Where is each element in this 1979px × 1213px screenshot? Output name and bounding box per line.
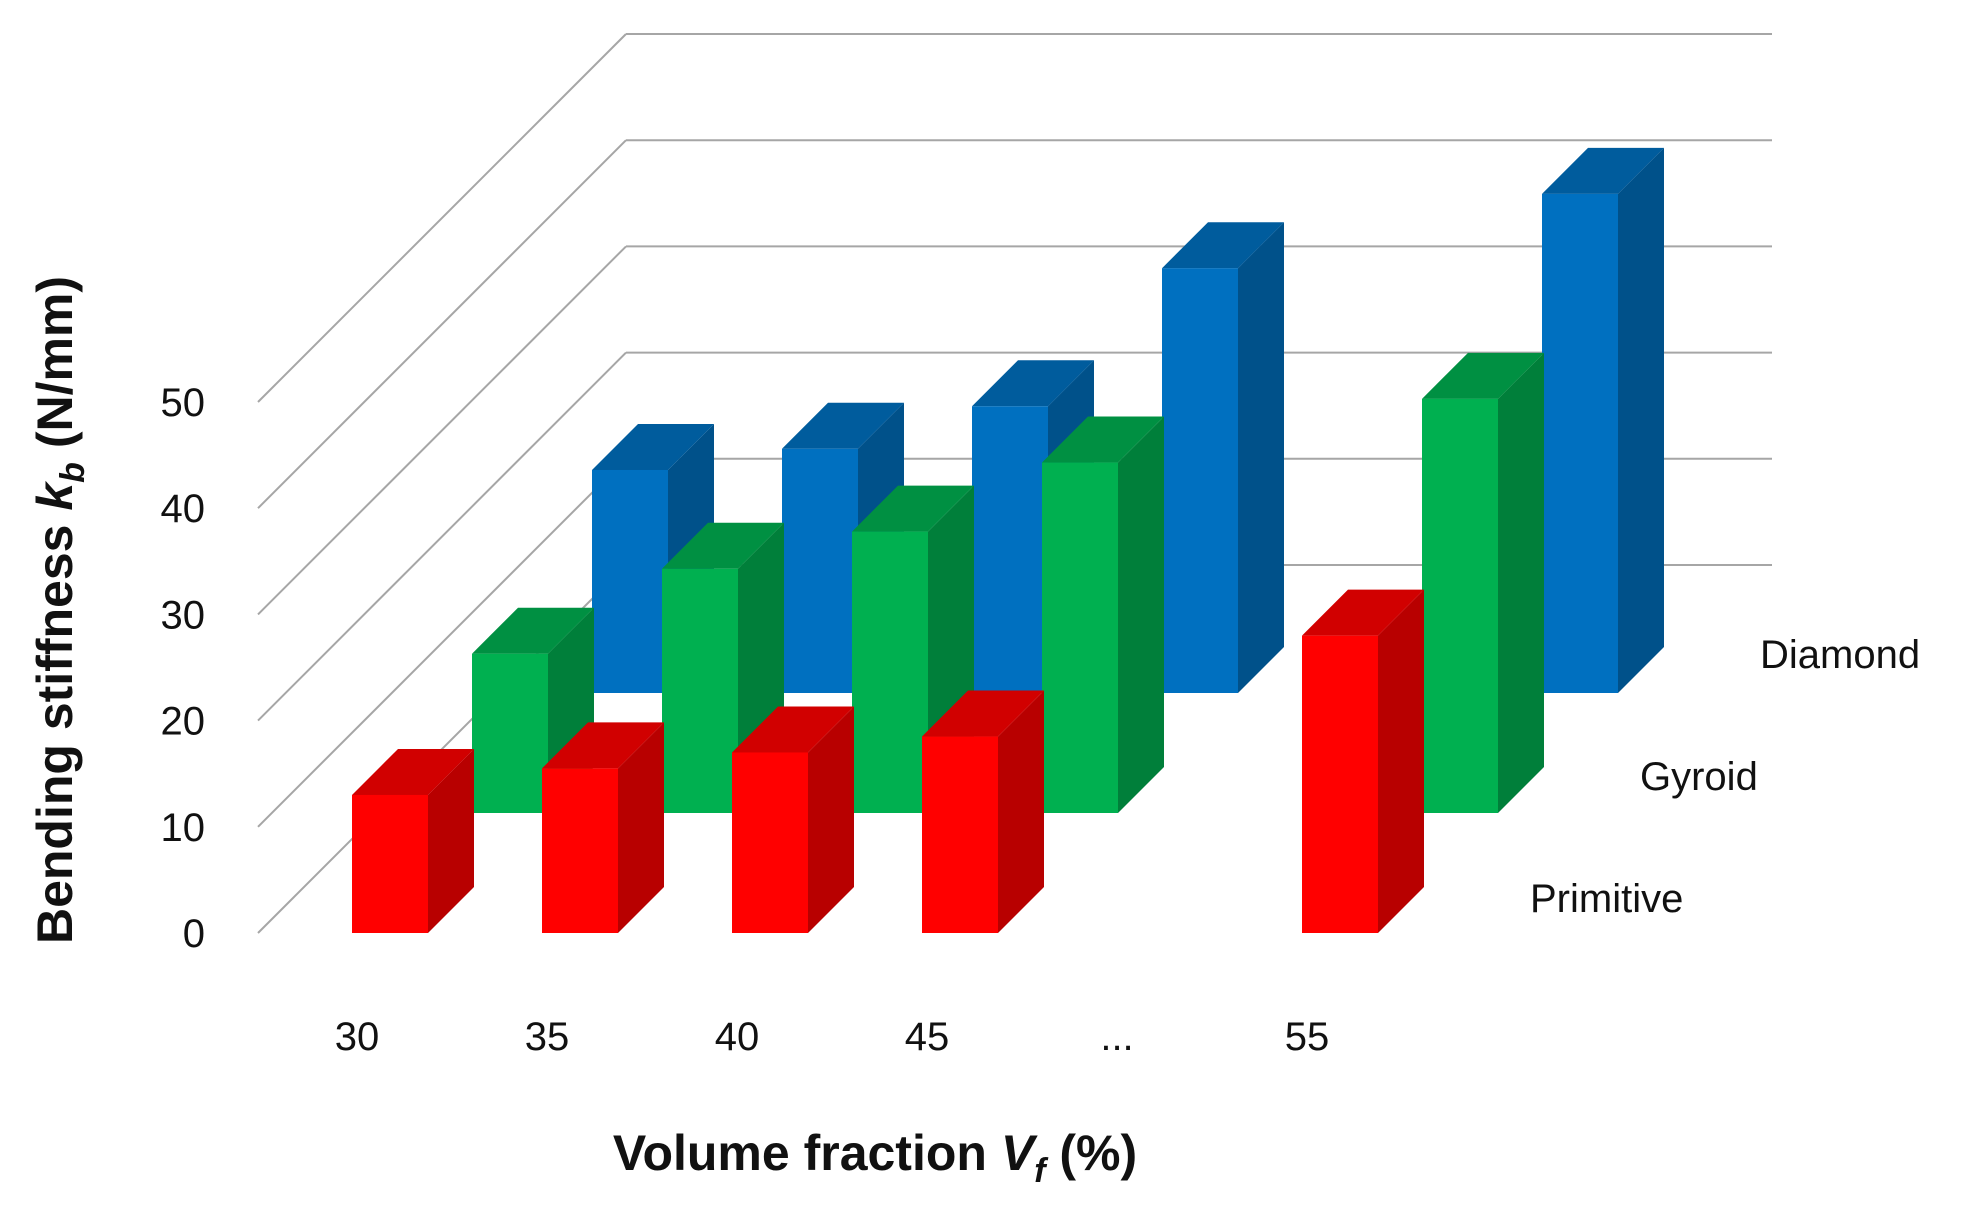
series-label-primitive: Primitive (1530, 877, 1683, 921)
bar-gyroid-45 (1042, 416, 1164, 813)
bar-top (542, 722, 664, 769)
bar-front (1542, 193, 1618, 694)
bar-primitive-30 (352, 748, 474, 933)
bar-side (1618, 147, 1664, 694)
bar-top (1542, 147, 1664, 194)
bar-front (592, 469, 668, 693)
x-tick-label: 35 (525, 1015, 570, 1059)
gridline-diagonal (257, 245, 627, 616)
bar-side (618, 722, 664, 933)
bar-top (972, 360, 1094, 407)
bar-top (1042, 416, 1164, 463)
x-tick-label: 30 (335, 1015, 380, 1059)
bar-top (1422, 352, 1544, 399)
bar-front (352, 794, 428, 933)
bar-diamond-45 (1162, 222, 1284, 693)
bar-side (1498, 352, 1544, 813)
bar-top (662, 522, 784, 569)
series-label-gyroid: Gyroid (1640, 755, 1758, 799)
bar-top (1302, 589, 1424, 636)
y-tick-label: 0 (183, 912, 205, 956)
bar-top (782, 402, 904, 449)
x-tick-label: ... (1100, 1015, 1133, 1059)
y-tick-label: 30 (161, 593, 206, 637)
bar-side (1378, 589, 1424, 933)
bar-side (428, 748, 474, 933)
x-tick-label: 55 (1285, 1015, 1330, 1059)
y-axis-title: Bending stiffness kb (N/mm) (27, 276, 92, 944)
bar-top (352, 748, 474, 795)
bar-side (998, 690, 1044, 933)
bar-side (1238, 222, 1284, 693)
bar-primitive-40 (732, 706, 854, 933)
bar-front (1042, 462, 1118, 813)
bar-primitive-45 (922, 690, 1044, 933)
bar-primitive-35 (542, 722, 664, 933)
bar-top (922, 690, 1044, 737)
bar-primitive-55 (1302, 589, 1424, 933)
bar-top (592, 423, 714, 470)
bar-front (542, 768, 618, 933)
bar-front (732, 752, 808, 933)
bar-top (732, 706, 854, 753)
bar-front (782, 448, 858, 693)
y-tick-label: 20 (161, 700, 206, 744)
bar-side (808, 706, 854, 933)
bar-top (852, 485, 974, 532)
y-tick-label: 10 (161, 806, 206, 850)
y-tick-label: 50 (161, 381, 206, 425)
x-tick-label: 45 (905, 1015, 950, 1059)
bar-top (472, 607, 594, 654)
bar-front (972, 406, 1048, 693)
bar-diamond-55 (1542, 147, 1664, 694)
bar-front (1302, 635, 1378, 933)
bar-front (662, 568, 738, 813)
x-axis-title: Volume fraction Vf (%) (613, 1125, 1137, 1190)
bar-front (472, 653, 548, 813)
series-label-diamond: Diamond (1760, 633, 1920, 677)
bar-front (1422, 398, 1498, 813)
bar-gyroid-55 (1422, 352, 1544, 813)
bar-front (1162, 268, 1238, 693)
gridline-diagonal (257, 139, 627, 509)
bar-side (1118, 416, 1164, 813)
bar-top (1162, 222, 1284, 269)
gridline-diagonal (257, 351, 627, 722)
bar-front (922, 736, 998, 933)
gridline-diagonal (257, 33, 627, 403)
bar-front (852, 531, 928, 813)
y-tick-label: 40 (161, 487, 206, 531)
gridline-diagonal (257, 458, 627, 828)
x-tick-label: 40 (715, 1015, 760, 1059)
